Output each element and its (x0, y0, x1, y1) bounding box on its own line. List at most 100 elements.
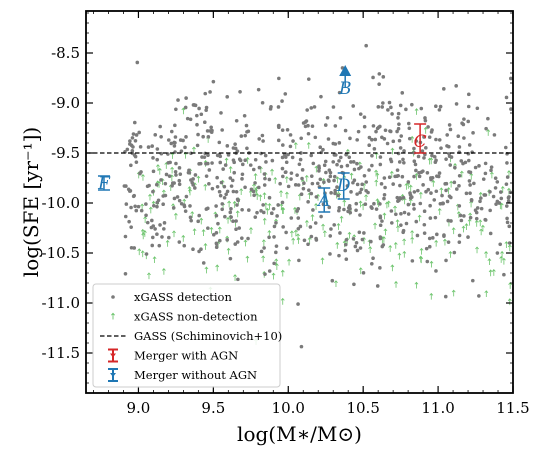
non-detection-point (394, 280, 398, 288)
detection-point (354, 240, 359, 245)
detection-point (159, 178, 163, 182)
detection-point (235, 240, 240, 244)
detection-point (280, 200, 285, 205)
detection-point (445, 199, 450, 204)
detection-point (418, 201, 423, 206)
detection-point (367, 143, 371, 147)
merger-point-label: C (414, 132, 427, 152)
detection-point (494, 202, 498, 206)
y-tick-label: -9.5 (51, 144, 80, 162)
detection-point (488, 208, 492, 213)
detection-point (215, 175, 219, 180)
detection-point (457, 174, 462, 178)
detection-point (438, 104, 443, 109)
detection-point (397, 122, 401, 126)
detection-point (280, 155, 285, 160)
detection-point (162, 227, 166, 231)
detection-point (301, 121, 306, 125)
detection-point (309, 106, 314, 110)
detection-point (150, 243, 155, 248)
detection-point (434, 189, 439, 194)
detection-point (383, 185, 387, 190)
non-detection-point (181, 107, 186, 115)
detection-point (396, 111, 401, 116)
detection-point (317, 169, 321, 173)
detection-point (427, 135, 432, 139)
non-detection-point (335, 176, 340, 184)
detection-point (468, 170, 473, 175)
detection-point (383, 128, 388, 133)
detection-point (160, 235, 164, 239)
merger-point-label: A (316, 191, 330, 211)
detection-point (261, 203, 265, 207)
detection-point (499, 196, 504, 201)
y-tick-label: -8.5 (51, 44, 80, 62)
detection-point (388, 157, 393, 162)
detection-point (457, 240, 462, 244)
detection-point (289, 177, 293, 181)
detection-point (423, 118, 428, 123)
detection-point (246, 208, 251, 212)
detection-point (466, 104, 471, 109)
non-detection-point (274, 263, 279, 270)
detection-point (424, 246, 429, 251)
detection-point (333, 142, 338, 146)
detection-point (174, 161, 178, 166)
detection-point (506, 195, 511, 200)
detection-point (164, 172, 169, 177)
non-detection-point (336, 223, 341, 230)
non-detection-point (226, 247, 231, 255)
detection-point (491, 194, 496, 199)
detection-point (357, 230, 362, 235)
non-detection-point (261, 255, 266, 263)
detection-point (197, 162, 201, 166)
non-detection-point (267, 202, 272, 210)
detection-point (216, 221, 220, 226)
non-detection-point (418, 191, 423, 199)
detection-point (125, 147, 130, 152)
detection-point (197, 213, 201, 218)
detection-point (229, 206, 233, 211)
detection-point (477, 164, 481, 168)
detection-point (204, 105, 209, 110)
detection-point (433, 160, 438, 165)
detection-point (123, 271, 128, 276)
detection-point (395, 168, 400, 172)
detection-point (437, 138, 442, 142)
non-detection-point (310, 214, 315, 221)
detection-point (337, 90, 342, 95)
detection-point (356, 129, 361, 134)
detection-point (306, 242, 310, 247)
x-tick-label: 9.5 (201, 399, 225, 417)
detection-point (461, 122, 466, 127)
legend: xGASS detection xGASS non-detection GASS (… (92, 283, 282, 388)
detection-point (509, 107, 513, 111)
detection-point (161, 202, 165, 206)
detection-point (387, 175, 392, 179)
detection-point (150, 218, 154, 223)
detection-point (173, 123, 177, 128)
detection-point (371, 256, 375, 261)
detection-point (183, 105, 188, 110)
detection-point (182, 204, 187, 209)
detection-point (507, 241, 512, 245)
detection-point (201, 261, 206, 265)
detection-point (329, 227, 333, 231)
detection-point (204, 207, 209, 211)
detection-point (323, 159, 328, 164)
detection-point (276, 105, 281, 109)
legend-entry-label: Merger with AGN (134, 349, 238, 363)
detection-point (202, 120, 207, 125)
detection-point (339, 164, 344, 169)
detection-point (133, 154, 138, 159)
detection-point (135, 60, 140, 65)
detection-point (399, 134, 404, 138)
detection-point (166, 138, 171, 142)
detection-point (419, 106, 424, 111)
detection-point (301, 186, 306, 191)
detection-point (127, 219, 131, 224)
non-detection-point (304, 174, 309, 182)
detection-point (263, 176, 267, 181)
detection-point (454, 102, 459, 106)
detection-point (324, 170, 328, 175)
